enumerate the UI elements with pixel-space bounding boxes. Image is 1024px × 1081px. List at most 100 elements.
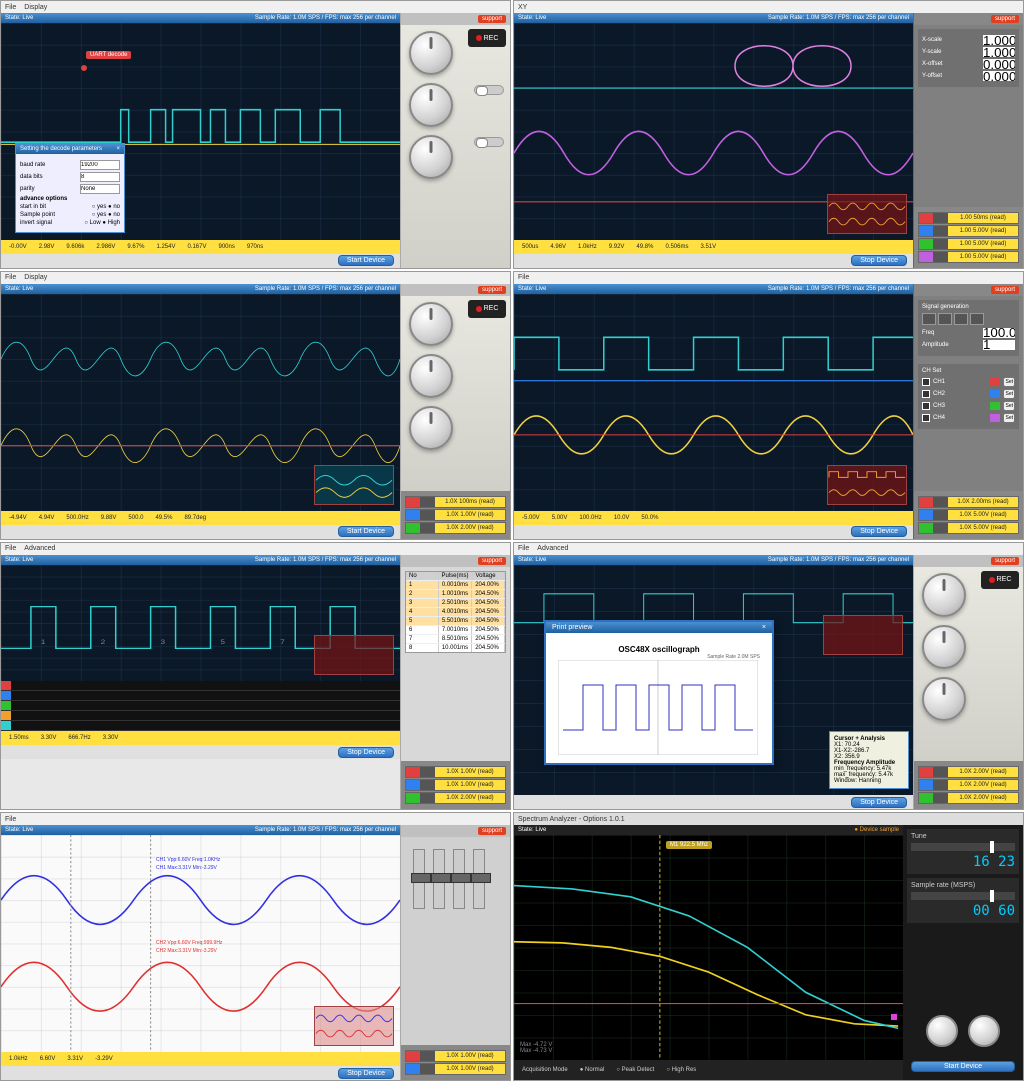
svg-text:1: 1 <box>41 637 45 645</box>
knob-timebase[interactable] <box>409 31 453 75</box>
ch4-check[interactable] <box>922 414 930 422</box>
yoff-input[interactable] <box>983 71 1015 81</box>
rec-button[interactable]: REC <box>981 571 1019 589</box>
stop-device-button[interactable]: Stop Device <box>851 255 907 266</box>
svg-text:7: 7 <box>280 637 284 645</box>
knob-voltage[interactable] <box>409 354 453 398</box>
ch3-set[interactable]: Set <box>1003 401 1015 411</box>
minimap[interactable] <box>314 465 394 505</box>
start-device-button[interactable]: Start Device <box>338 255 394 266</box>
ch4-tag[interactable] <box>919 252 933 262</box>
ch3-check[interactable] <box>922 402 930 410</box>
support-badge[interactable]: support <box>991 15 1019 23</box>
xoff-input[interactable] <box>983 59 1015 69</box>
support-badge[interactable]: support <box>478 15 506 23</box>
knob-timebase[interactable] <box>409 302 453 346</box>
yscale-input[interactable] <box>983 47 1015 57</box>
knob-timebase[interactable] <box>922 573 966 617</box>
minimap[interactable] <box>823 615 903 655</box>
svg-text:3: 3 <box>161 637 165 645</box>
radio-peak[interactable]: ○ Peak Detect <box>616 1067 654 1073</box>
ch2-tag[interactable] <box>919 226 933 236</box>
minimap[interactable] <box>314 1006 394 1046</box>
knob-trigger[interactable] <box>922 677 966 721</box>
app-title: Spectrum Analyzer - Options 1.0.1 <box>518 816 625 823</box>
close-icon[interactable]: × <box>116 146 120 152</box>
mixer-panel <box>405 841 506 917</box>
knob-voltage[interactable] <box>409 83 453 127</box>
wave-sine-icon[interactable] <box>922 313 936 325</box>
samplerate-label: Sample Rate: 1.0M SPS / FPS: max 256 per… <box>255 15 396 21</box>
scope-canvas[interactable]: CH1 Vpp:6.60V Freq:1.0KHz CH1 Max:3.31V … <box>1 835 400 1052</box>
wave-square-icon[interactable] <box>938 313 952 325</box>
tune-slider[interactable] <box>911 843 1015 851</box>
scope-canvas[interactable]: M1 922.5 Mhz Max -4.72 V Max -4.73 V <box>514 835 903 1060</box>
minimap[interactable] <box>314 635 394 675</box>
knob-a[interactable] <box>926 1015 958 1047</box>
ch1-tag[interactable] <box>919 213 933 223</box>
start-device-button[interactable]: Start Device <box>911 1061 1015 1072</box>
minimap[interactable] <box>827 465 907 505</box>
scope-canvas[interactable] <box>1 294 400 511</box>
scope-canvas[interactable]: Print preview× OSC48X oscillograph Sampl… <box>514 565 913 796</box>
radio-normal[interactable]: ● Normal <box>580 1067 605 1073</box>
menu-display[interactable]: Display <box>24 4 47 11</box>
ch3-tag[interactable] <box>919 239 933 249</box>
stop-device-button[interactable]: Stop Device <box>851 526 907 537</box>
menubar: XY <box>514 1 1023 13</box>
cursor-readout-2: CH1 Max:3.31V Min:-3.29V <box>156 865 217 871</box>
xscale-input[interactable] <box>983 35 1015 45</box>
databits-input[interactable] <box>80 172 120 182</box>
baudrate-label: baud rate <box>20 162 45 168</box>
fader-2[interactable] <box>433 849 445 909</box>
stop-device-button[interactable]: Stop Device <box>338 747 394 758</box>
scope-canvas[interactable]: UART decode Setting the decode parameter… <box>1 23 400 240</box>
fader-4[interactable] <box>473 849 485 909</box>
toggle-1[interactable] <box>474 85 504 95</box>
wave-noise-icon[interactable] <box>970 313 984 325</box>
logic-analyzer <box>1 681 400 731</box>
rec-button[interactable]: REC <box>468 300 506 318</box>
measurement-bar: -4.94V4.94V500.0Hz9.88V500.049.5%89.7deg <box>1 511 400 525</box>
knob-trigger[interactable] <box>409 406 453 450</box>
radio-hires[interactable]: ○ High Res <box>666 1067 696 1073</box>
print-preview-window[interactable]: Print preview× OSC48X oscillograph Sampl… <box>544 620 774 765</box>
start-device-button[interactable]: Start Device <box>338 526 394 537</box>
fader-3[interactable] <box>453 849 465 909</box>
ch2-check[interactable] <box>922 390 930 398</box>
toggle-2[interactable] <box>474 137 504 147</box>
siggen-box: Signal generation Freq Amplitude <box>918 300 1019 356</box>
parity-input[interactable] <box>80 184 120 194</box>
freq-input[interactable] <box>983 328 1015 338</box>
close-icon[interactable]: × <box>762 624 766 631</box>
ch1-check[interactable] <box>922 378 930 386</box>
menu-file[interactable]: File <box>5 4 16 11</box>
stop-device-button[interactable]: Stop Device <box>851 797 907 808</box>
rec-button[interactable]: REC <box>468 29 506 47</box>
stop-device-button[interactable]: Stop Device <box>338 1068 394 1079</box>
scope-canvas[interactable]: 12357 <box>1 565 400 682</box>
ch2-set[interactable]: Set <box>1003 389 1015 399</box>
ampl-input[interactable] <box>983 340 1015 350</box>
samplepos-label: Sample point <box>20 212 55 218</box>
minimap[interactable] <box>827 194 907 234</box>
scope-canvas[interactable] <box>514 23 913 240</box>
wave-triangle-icon[interactable] <box>954 313 968 325</box>
ch1-set[interactable]: Set <box>1003 377 1015 387</box>
decode-settings-dialog[interactable]: Setting the decode parameters× baud rate… <box>15 143 125 233</box>
baudrate-input[interactable] <box>80 160 120 170</box>
fader-1[interactable] <box>413 849 425 909</box>
startbit-label: start in bit <box>20 204 46 210</box>
knob-panel: REC <box>401 25 510 268</box>
scope-canvas[interactable] <box>514 294 913 511</box>
ch4-set[interactable]: Set <box>1003 413 1015 423</box>
app-panel-4: File State: LiveSample Rate: 1.0M SPS / … <box>513 271 1024 540</box>
knob-voltage[interactable] <box>922 625 966 669</box>
rate-slider[interactable] <box>911 892 1015 900</box>
pulse-table[interactable]: NoPulse(ms)Voltage 10.0010ms204.00% 21.0… <box>405 571 506 653</box>
knob-trigger[interactable] <box>409 135 453 179</box>
adv-label: advance options <box>20 196 120 202</box>
cursor-readout-1: CH1 Vpp:6.60V Freq:1.0KHz <box>156 857 220 863</box>
measurement-bar: -0.00V2.98V9.606k2.986V9.67%1.254V0.167V… <box>1 240 400 254</box>
knob-b[interactable] <box>968 1015 1000 1047</box>
